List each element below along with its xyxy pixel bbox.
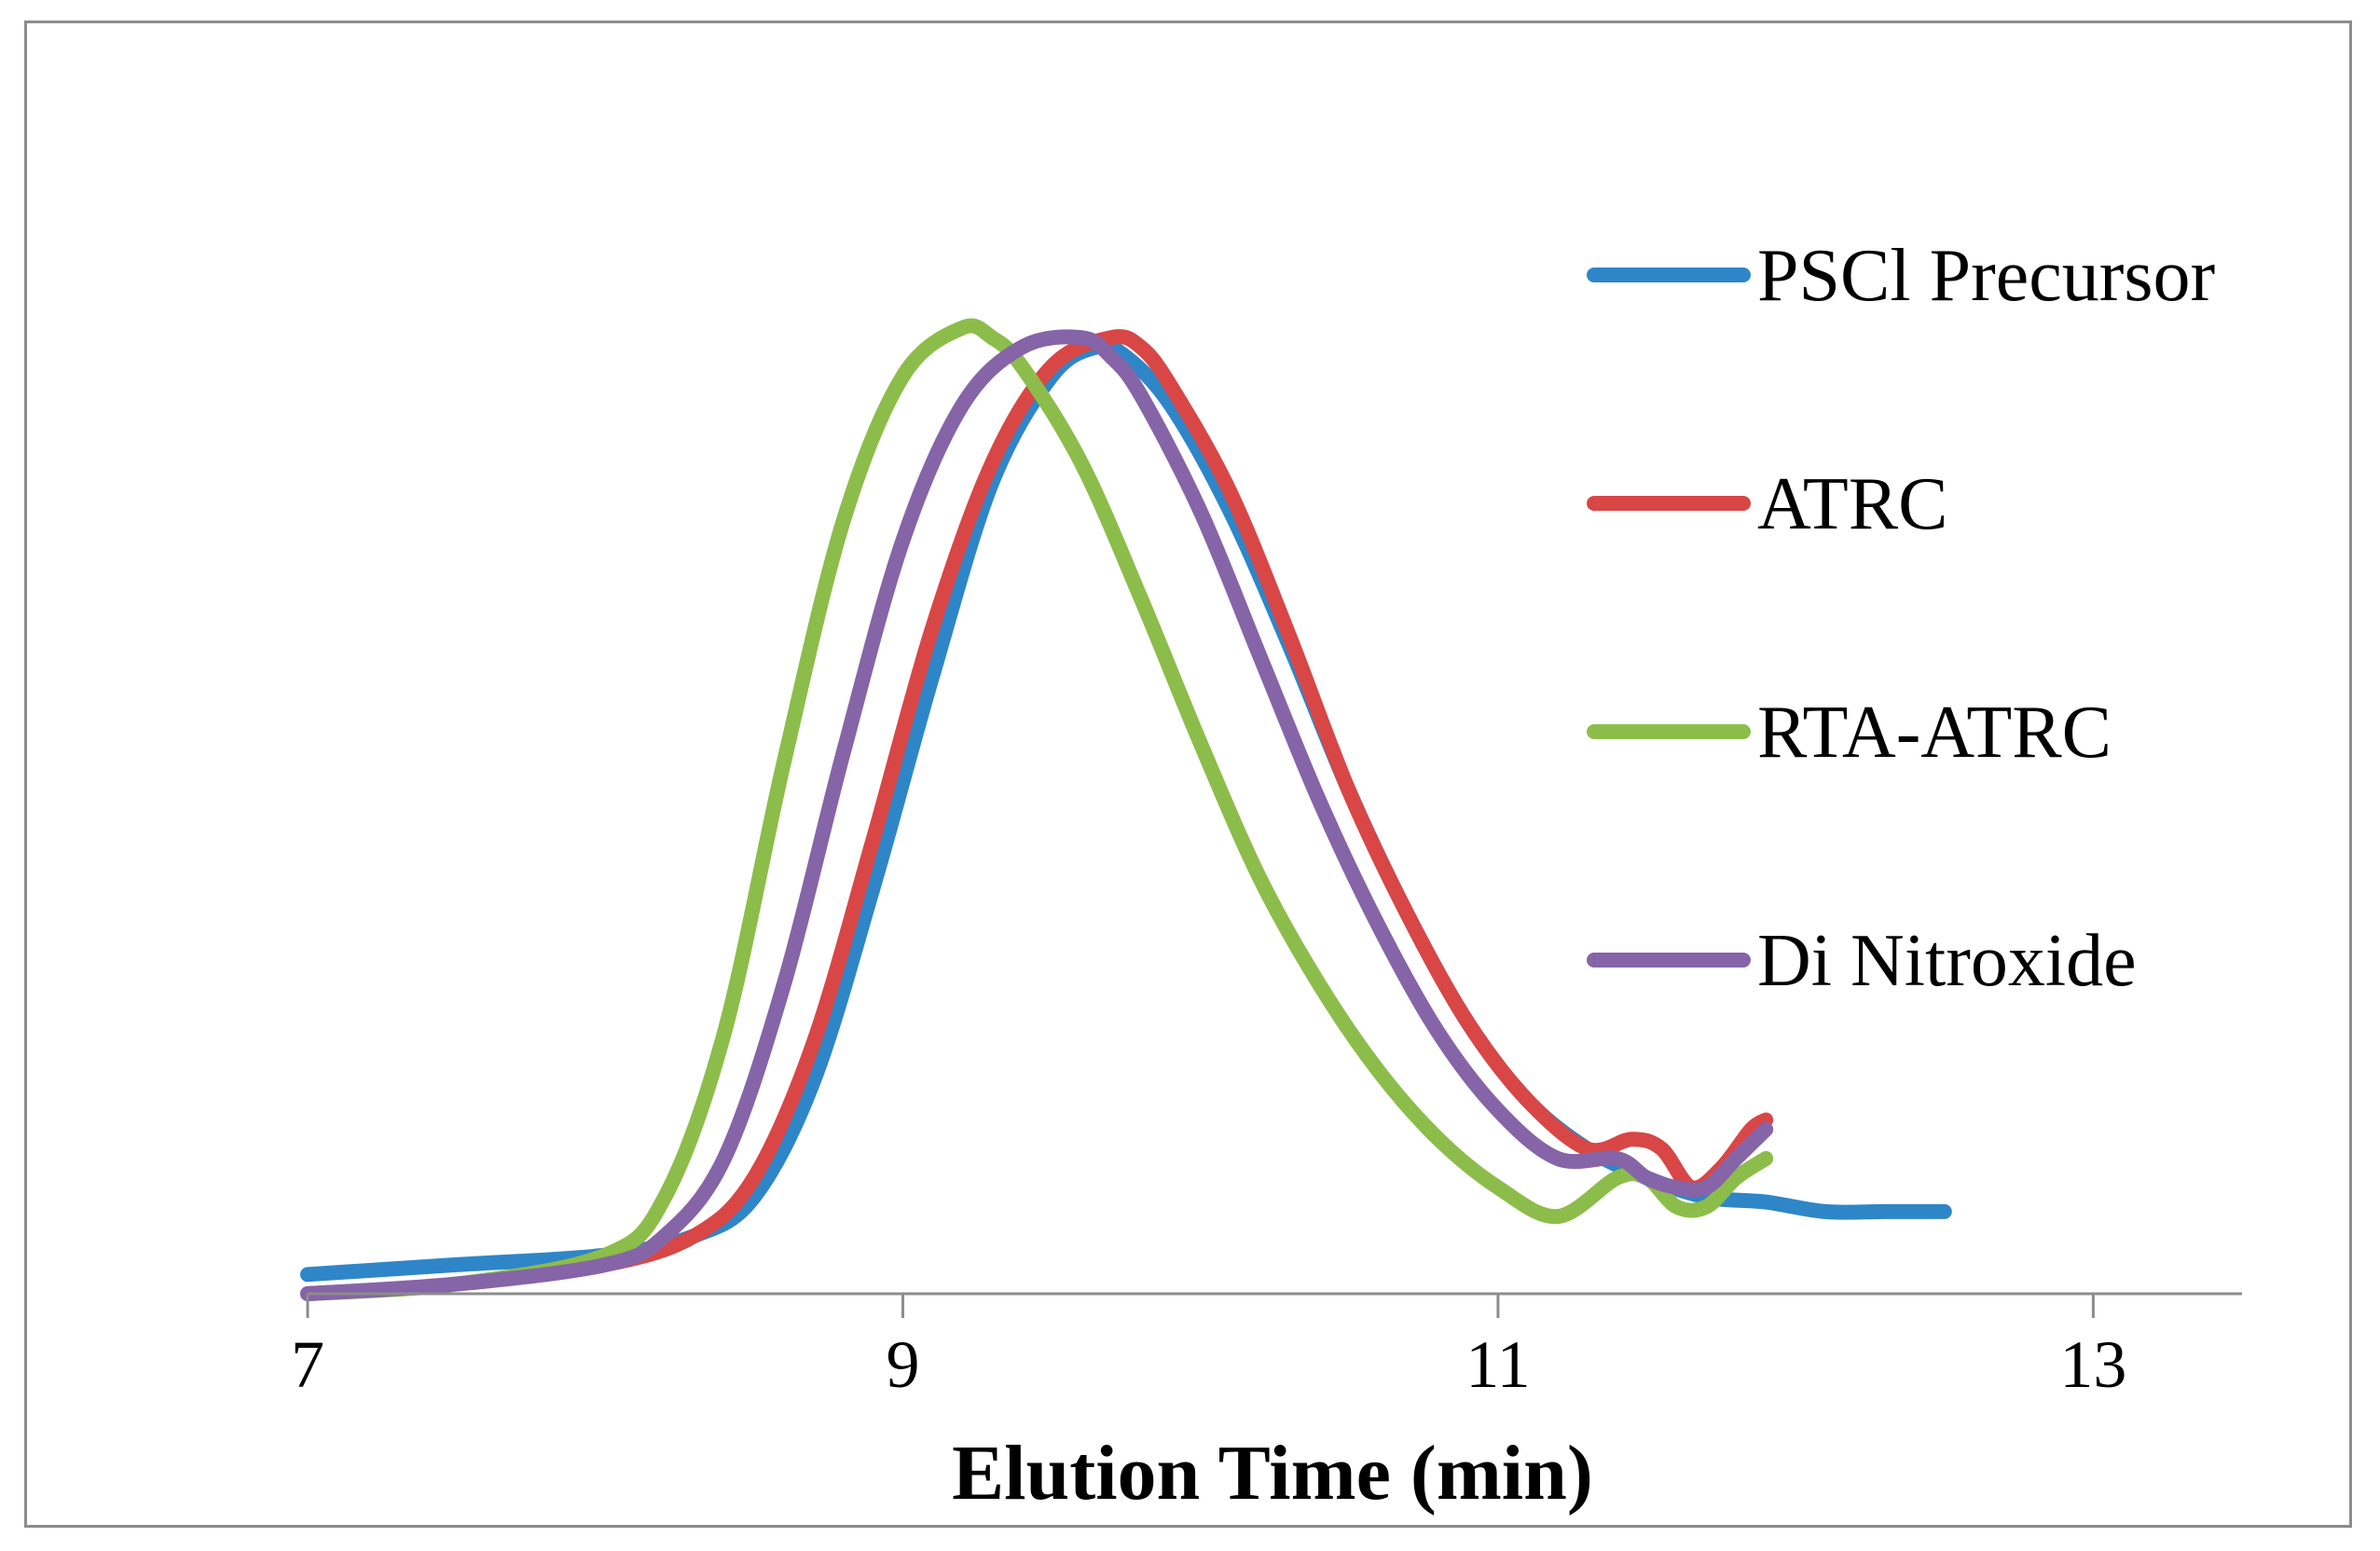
x-tick-label: 7 [291, 1327, 324, 1402]
x-tick-label: 11 [1465, 1327, 1530, 1402]
chart-frame [24, 21, 2352, 1528]
legend-label-rta-atrc: RTA-ATRC [1757, 692, 2112, 774]
legend-label-pscl-precursor: PSCl Precursor [1757, 235, 2215, 317]
x-tick-label: 9 [886, 1327, 919, 1402]
legend-label-atrc: ATRC [1757, 463, 1948, 545]
series-line-atrc [300, 329, 1774, 1301]
x-tick-label: 13 [2059, 1327, 2126, 1402]
series-line-rta-atrc [300, 318, 1774, 1301]
x-axis-ticks: 7 9 11 13 [291, 1294, 2126, 1402]
series-line-di-nitroxide [300, 329, 1774, 1301]
legend: PSCl Precursor ATRC RTA-ATRC Di Nitroxide [1587, 235, 2215, 1002]
x-axis-title: Elution Time (min) [952, 1430, 1593, 1517]
plot-area [300, 318, 1952, 1301]
legend-label-di-nitroxide: Di Nitroxide [1757, 920, 2137, 1002]
series-line-pscl-precursor [300, 338, 1952, 1283]
